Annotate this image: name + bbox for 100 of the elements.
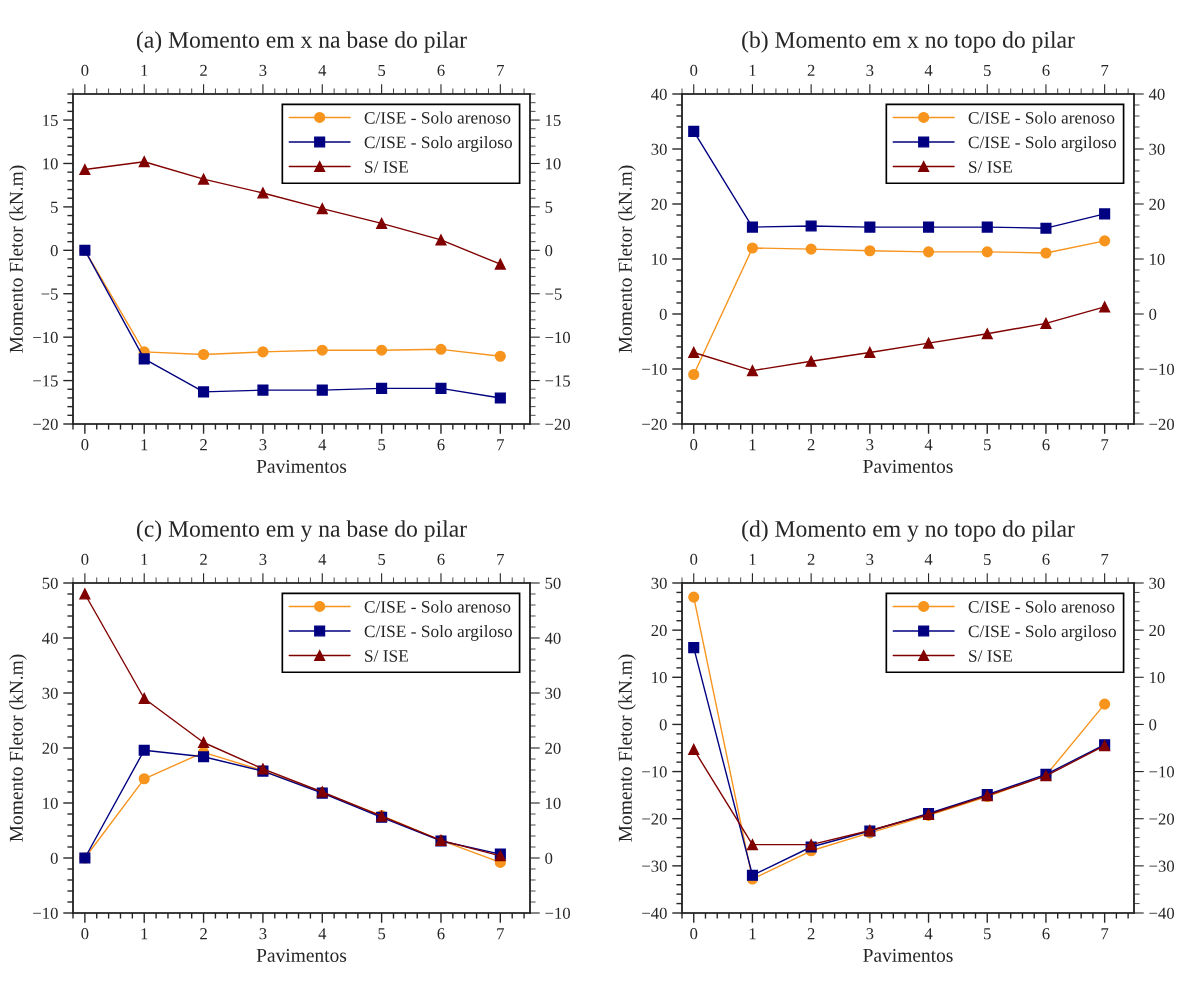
x2-tick-label: 1	[749, 553, 756, 565]
x2-tick-label: 6	[1042, 64, 1050, 77]
y2-tick-label: 0	[545, 852, 553, 864]
y2-tick-label: 0	[1149, 308, 1157, 320]
x-tick-label: 2	[200, 439, 207, 451]
y2-tick-label: 10	[1150, 671, 1165, 684]
y-tick-label: 40	[651, 88, 667, 100]
legend-label: S/ ISE	[969, 650, 1012, 662]
y-tick-label: −10	[33, 907, 58, 919]
x-tick-label: 4	[924, 928, 933, 940]
y2-tick-label: 30	[1149, 143, 1165, 155]
y-tick-label: 20	[42, 742, 58, 754]
legend-label: C/ISE - Solo argiloso	[364, 136, 512, 152]
y2-tick-label: 20	[1149, 624, 1165, 637]
chart-title: (d) Momento em y no topo do pilar	[742, 520, 1075, 542]
y-axis-title: Momento Fletor (kN.m)	[9, 654, 27, 842]
y2-tick-label: −10	[1149, 363, 1175, 375]
x-tick-label: 7	[1101, 439, 1109, 451]
y2-tick-label: 10	[546, 158, 561, 170]
y-tick-label: −15	[33, 375, 58, 387]
legend-label: C/ISE - Solo argiloso	[364, 625, 512, 641]
x-tick-label: 2	[200, 928, 207, 940]
y-tick-label: 0	[659, 308, 667, 320]
x2-tick-label: 0	[690, 64, 698, 77]
x2-tick-label: 2	[200, 64, 207, 76]
x2-tick-label: 7	[497, 553, 505, 565]
x-tick-label: 1	[749, 439, 756, 451]
y-tick-label: −10	[642, 766, 667, 778]
y-tick-label: 40	[42, 632, 58, 644]
legend-label: C/ISE - Solo arenoso	[364, 111, 511, 124]
x2-tick-label: 4	[924, 64, 933, 76]
y-tick-label: −20	[642, 418, 667, 430]
x2-tick-label: 2	[807, 64, 815, 76]
x2-tick-label: 7	[1101, 64, 1109, 76]
x-axis-title: Pavimentos	[256, 948, 347, 962]
y-tick-label: 50	[42, 577, 58, 589]
legend-label: C/ISE - Solo argiloso	[968, 625, 1116, 641]
x2-tick-label: 3	[866, 553, 874, 566]
x-tick-label: 5	[984, 439, 991, 451]
y2-tick-label: 40	[1148, 88, 1165, 100]
y2-tick-label: −20	[545, 418, 571, 430]
y-tick-label: 30	[651, 143, 667, 155]
y2-tick-label: 5	[545, 201, 553, 213]
chart-title: (b) Momento em x no topo do pilar	[742, 31, 1075, 53]
x2-tick-label: 0	[690, 553, 698, 566]
legend-label: C/ISE - Solo argiloso	[968, 136, 1116, 152]
x-tick-label: 0	[81, 928, 89, 940]
x2-tick-label: 1	[141, 553, 148, 565]
x-tick-label: 0	[81, 439, 89, 451]
legend-label: S/ ISE	[365, 650, 408, 662]
y2-tick-label: 20	[545, 742, 561, 754]
y2-tick-label: 40	[544, 632, 561, 644]
x2-tick-label: 7	[497, 64, 505, 76]
x2-tick-label: 6	[1042, 553, 1050, 566]
x-tick-label: 3	[259, 439, 267, 451]
y-tick-label: −40	[642, 907, 667, 919]
x-tick-label: 4	[318, 439, 327, 451]
x2-tick-label: 0	[81, 64, 89, 77]
x-tick-label: 0	[690, 928, 698, 940]
y2-tick-label: −10	[1149, 766, 1175, 778]
legend-label: C/ISE - Solo arenoso	[968, 600, 1115, 613]
y-tick-label: 30	[651, 577, 667, 589]
y2-tick-label: −15	[545, 375, 570, 387]
y2-tick-label: −10	[545, 907, 571, 919]
x-tick-label: 3	[866, 928, 874, 940]
y-tick-label: 30	[42, 687, 58, 699]
y-tick-label: −30	[642, 860, 667, 872]
y2-tick-label: 50	[545, 577, 561, 589]
x2-tick-label: 5	[378, 64, 386, 77]
x2-tick-label: 1	[141, 64, 148, 76]
x-tick-label: 4	[924, 439, 933, 451]
legend-label: S/ ISE	[365, 161, 408, 173]
x2-tick-label: 6	[437, 553, 445, 566]
x2-tick-label: 2	[807, 553, 815, 565]
y-axis-title: Momento Fletor (kN.m)	[618, 654, 636, 842]
x-tick-label: 5	[378, 439, 386, 451]
x2-tick-label: 4	[924, 553, 933, 565]
y-tick-label: 20	[651, 624, 667, 637]
x2-tick-label: 4	[318, 553, 327, 565]
x-tick-label: 2	[807, 928, 815, 940]
x2-tick-label: 4	[318, 64, 327, 76]
x-tick-label: 6	[1042, 928, 1050, 940]
y2-tick-label: 10	[1150, 253, 1165, 265]
chart-title: (c) Momento em y na base do pilar	[136, 520, 467, 542]
y-axis-title: Momento Fletor (kN.m)	[9, 165, 27, 353]
x2-tick-label: 3	[259, 64, 267, 77]
y2-tick-label: 0	[545, 245, 553, 257]
x-tick-label: 4	[318, 928, 327, 940]
legend-label: S/ ISE	[969, 161, 1012, 173]
x-tick-label: 6	[437, 928, 445, 940]
chart-title: (a) Momento em x na base do pilar	[136, 31, 467, 53]
y-tick-label: −10	[642, 363, 667, 375]
y2-tick-label: 30	[545, 687, 561, 699]
y-tick-label: 20	[651, 198, 667, 210]
y-tick-label: 15	[43, 114, 58, 126]
x2-tick-label: 5	[378, 553, 386, 566]
x-axis-title: Pavimentos	[863, 459, 953, 473]
x2-tick-label: 0	[81, 553, 89, 566]
x-tick-label: 5	[378, 928, 386, 940]
x2-tick-label: 7	[1101, 553, 1109, 565]
